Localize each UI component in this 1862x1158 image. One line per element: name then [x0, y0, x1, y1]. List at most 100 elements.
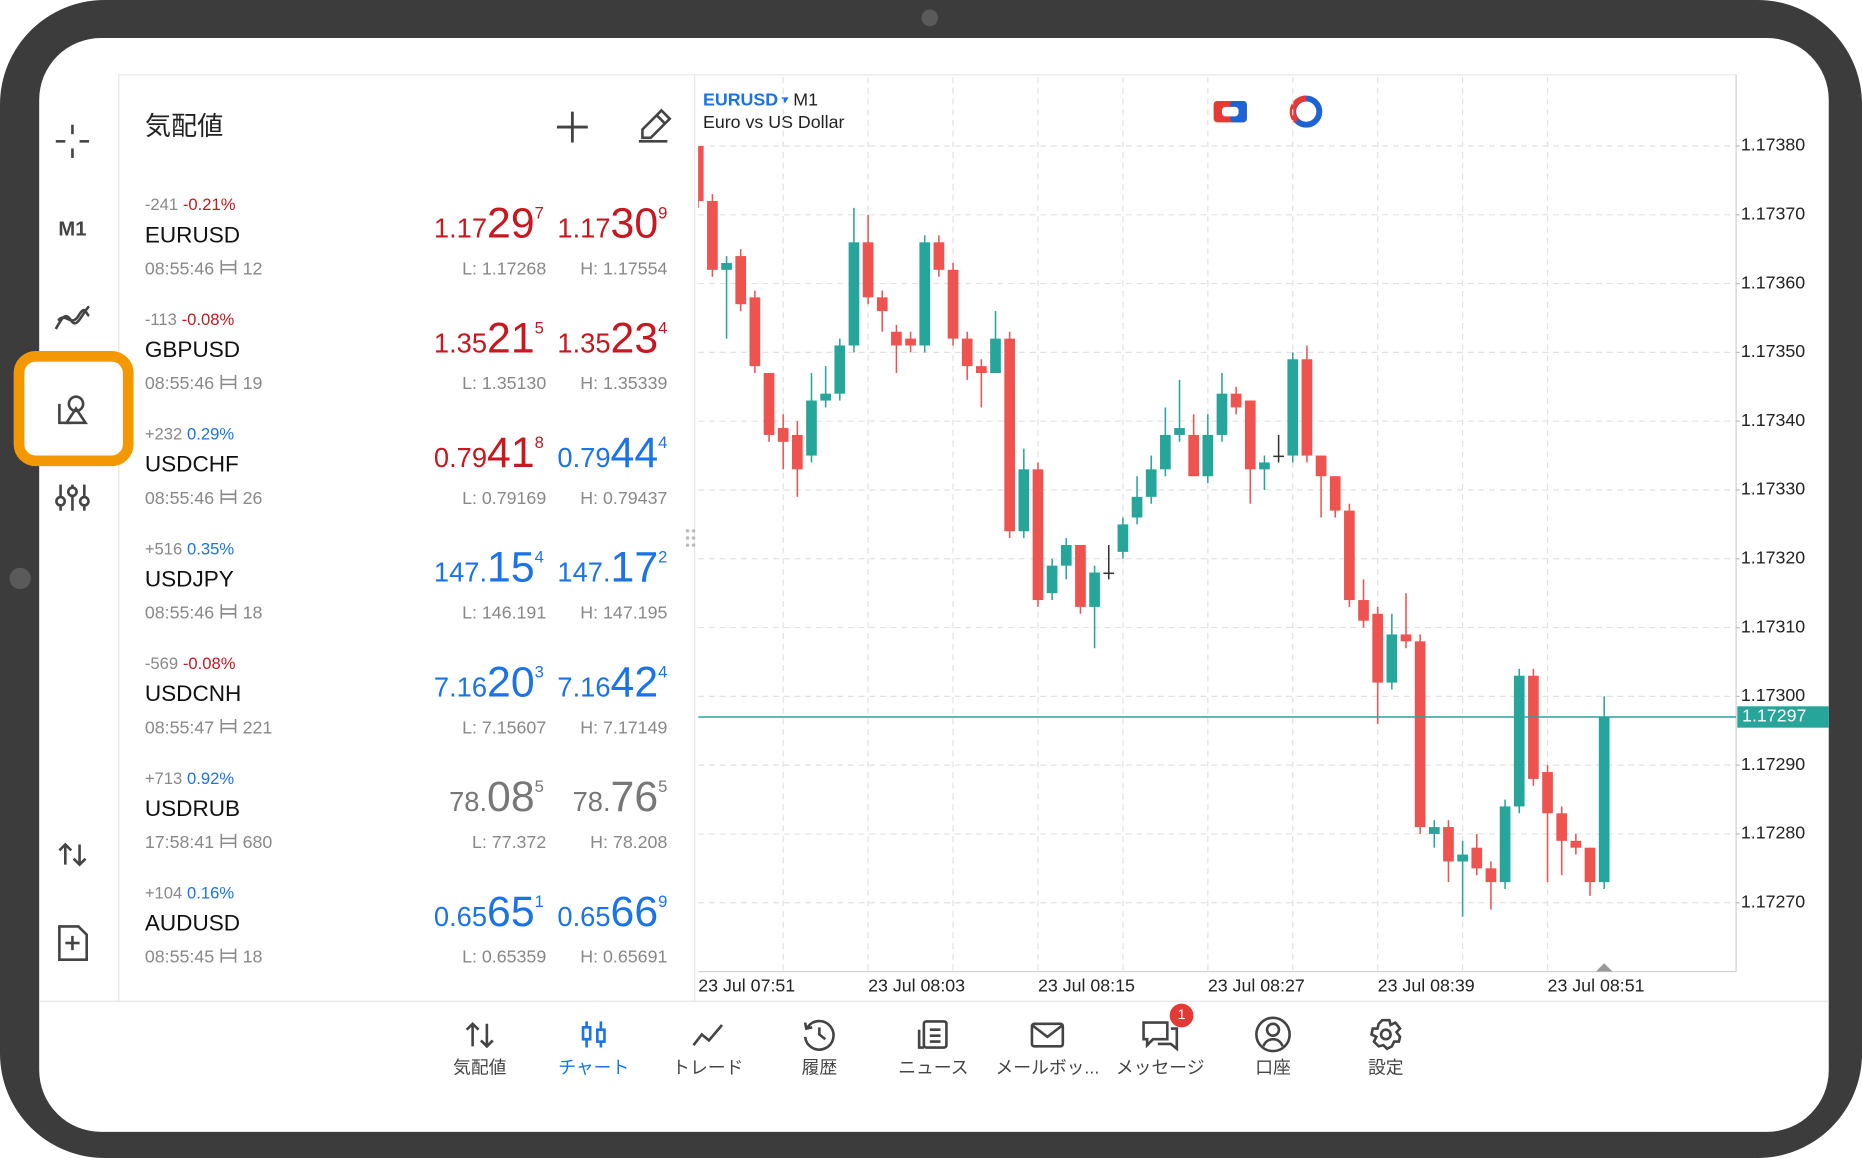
x-tick-label: 23 Jul 08:27 [1208, 976, 1305, 996]
candle-body [698, 145, 704, 202]
candle-body [919, 242, 931, 346]
price-prefix: 78. [573, 786, 611, 817]
template-tool[interactable] [58, 925, 88, 961]
spread-icon [220, 604, 237, 619]
day-high: H: 1.17554 [580, 258, 667, 278]
candle-body [763, 373, 775, 435]
icon-stroke [1265, 1022, 1281, 1037]
symbol: USDRUB [145, 796, 240, 821]
y-tick-label: 1.17360 [1741, 272, 1805, 292]
candle-body [1428, 827, 1440, 834]
bid-price: 1.17297 [434, 200, 544, 248]
price-fraction: 4 [535, 548, 544, 567]
price-fraction: 4 [658, 433, 667, 452]
change: -241 -0.21% [145, 195, 236, 214]
day-low: L: 77.372 [472, 832, 546, 852]
icon-stroke [1031, 1023, 1064, 1039]
nav-label[interactable]: 口座 [1255, 1058, 1291, 1078]
nav-label[interactable]: トレード [672, 1058, 743, 1078]
objects-tool[interactable] [58, 395, 88, 425]
quote-time: 08:55:46 [145, 488, 214, 508]
change-percent: 0.92% [187, 769, 234, 788]
price-pips: 44 [611, 429, 659, 477]
candle-body [1372, 613, 1384, 683]
quote-time: 17:58:41 [145, 832, 214, 852]
candle-body [806, 400, 817, 456]
candle-body [791, 434, 803, 470]
candle-body [1004, 338, 1016, 532]
quote-time: 08:55:46 [145, 258, 214, 278]
timeframe-button[interactable]: M1 [58, 219, 86, 241]
change: +516 0.35% [145, 539, 234, 558]
candle-body [1089, 572, 1100, 607]
last-price-label: 1.17297 [1742, 706, 1806, 726]
y-tick-label: 1.17290 [1741, 754, 1805, 774]
candle-body [1584, 847, 1596, 883]
price-pips: 21 [487, 314, 535, 362]
x-tick-label: 23 Jul 07:51 [698, 976, 795, 996]
indicator-tool[interactable] [54, 305, 90, 330]
quote-time: 08:55:47 [145, 717, 214, 737]
y-tick-label: 1.17320 [1741, 547, 1805, 567]
candle-body [961, 338, 973, 367]
candle-body [1457, 854, 1468, 862]
quote-time: 08:55:46 [145, 373, 214, 393]
trade-tool[interactable] [58, 842, 87, 867]
icon-stroke [917, 1028, 941, 1049]
spread: 18 [243, 947, 263, 967]
settings-tool[interactable] [55, 484, 90, 511]
price-pips: 66 [611, 888, 659, 936]
chart-symbol[interactable]: EURUSD [703, 90, 778, 110]
candle-body [1301, 359, 1313, 456]
price-prefix: 1.17 [557, 213, 610, 244]
candle-body [1485, 868, 1497, 883]
nav-label[interactable]: チャート [558, 1058, 629, 1078]
change: +232 0.29% [145, 425, 234, 444]
price-pips: 15 [487, 544, 535, 592]
price-prefix: 0.79 [557, 442, 610, 473]
price-fraction: 7 [535, 204, 544, 223]
quote-time: 08:55:45 [145, 947, 214, 967]
bid-price: 0.65651 [434, 888, 544, 936]
price-fraction: 9 [658, 892, 667, 911]
day-high: H: 1.35339 [580, 373, 667, 393]
candle-body [1400, 634, 1412, 642]
candle-body [1131, 496, 1143, 518]
day-low: L: 146.191 [462, 603, 546, 623]
candle-body [990, 338, 1001, 374]
one-click-trading-icon[interactable] [1213, 100, 1247, 123]
edit-button[interactable] [638, 108, 672, 143]
chart-timeframe: M1 [793, 90, 818, 110]
side-sensor [9, 567, 31, 590]
candle-body [820, 393, 831, 401]
nav-label[interactable]: 気配値 [453, 1058, 507, 1078]
candle-body [1188, 434, 1200, 477]
symbol: AUDUSD [145, 911, 240, 936]
price-fraction: 9 [658, 204, 667, 223]
price-prefix: 0.65 [557, 901, 610, 932]
ask-price: 7.16424 [557, 658, 667, 706]
crosshair-tool[interactable] [55, 124, 90, 158]
nav-label[interactable]: ニュース [898, 1058, 968, 1078]
candle-body [1216, 393, 1228, 435]
nav-label[interactable]: メールボッ... [995, 1058, 1099, 1078]
nav-label[interactable]: 設定 [1368, 1058, 1404, 1078]
price-fraction: 5 [535, 318, 544, 337]
candle-body [1046, 565, 1058, 594]
nav-label[interactable]: 履歴 [802, 1058, 838, 1078]
icon-stroke [1262, 1037, 1284, 1047]
icon-stroke [692, 1024, 723, 1046]
day-high: H: 0.65691 [580, 947, 667, 967]
change: +713 0.92% [145, 769, 234, 788]
add-symbol-button[interactable] [556, 111, 588, 143]
nav-label[interactable]: メッセージ [1116, 1058, 1205, 1078]
price-prefix: 78. [449, 786, 487, 817]
